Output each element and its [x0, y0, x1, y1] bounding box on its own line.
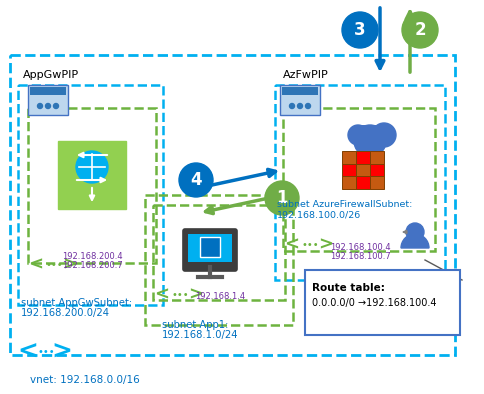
- Bar: [30, 87, 66, 95]
- Circle shape: [348, 125, 368, 145]
- Text: Route table:: Route table:: [312, 283, 385, 293]
- Text: 192.168.200.7: 192.168.200.7: [61, 261, 122, 270]
- Circle shape: [179, 163, 213, 197]
- Text: 2: 2: [414, 21, 426, 39]
- Bar: [356, 151, 370, 164]
- Circle shape: [37, 104, 43, 108]
- Bar: [370, 177, 384, 189]
- Bar: [10, 55, 455, 355]
- Circle shape: [298, 104, 302, 108]
- Text: •••: •••: [45, 260, 63, 270]
- Text: 192.168.100.4: 192.168.100.4: [330, 243, 390, 252]
- Text: 192.168.200.0/24: 192.168.200.0/24: [21, 308, 110, 318]
- Circle shape: [406, 223, 424, 241]
- Bar: [188, 234, 232, 262]
- Circle shape: [305, 104, 311, 108]
- Circle shape: [342, 12, 378, 48]
- Text: vnet: 192.168.0.0/16: vnet: 192.168.0.0/16: [30, 375, 140, 385]
- Bar: [342, 177, 356, 189]
- Circle shape: [265, 181, 299, 215]
- Text: <: <: [29, 256, 44, 274]
- FancyBboxPatch shape: [280, 85, 320, 115]
- Text: subnet App1:: subnet App1:: [162, 320, 228, 330]
- FancyBboxPatch shape: [183, 229, 237, 271]
- Bar: [356, 125, 390, 139]
- Text: 192.168.100.7: 192.168.100.7: [330, 252, 391, 261]
- Text: >: >: [62, 256, 77, 274]
- Circle shape: [76, 151, 108, 183]
- Text: •••: •••: [37, 347, 55, 357]
- Text: 192.168.200.4: 192.168.200.4: [61, 252, 122, 261]
- Bar: [153, 205, 285, 300]
- Bar: [356, 177, 370, 189]
- Bar: [305, 270, 460, 335]
- Circle shape: [372, 123, 396, 147]
- Text: >: >: [52, 340, 73, 364]
- FancyBboxPatch shape: [28, 85, 68, 115]
- Text: 192.168.100.0/26: 192.168.100.0/26: [277, 210, 361, 219]
- Text: AzFwPIP: AzFwPIP: [283, 70, 329, 80]
- Text: >: >: [188, 286, 203, 304]
- Bar: [370, 164, 384, 177]
- Text: •••: •••: [301, 240, 319, 250]
- Bar: [342, 151, 356, 164]
- Text: •••: •••: [171, 290, 189, 300]
- FancyBboxPatch shape: [200, 237, 220, 257]
- Bar: [275, 85, 445, 280]
- Bar: [282, 87, 318, 95]
- Text: <: <: [285, 236, 300, 254]
- Circle shape: [402, 12, 438, 48]
- Text: 1: 1: [276, 189, 288, 207]
- Text: >: >: [318, 236, 333, 254]
- Text: 3: 3: [354, 21, 366, 39]
- Text: 192.168.1.0/24: 192.168.1.0/24: [162, 330, 239, 340]
- Text: subnet AppGwSubnet:: subnet AppGwSubnet:: [21, 298, 132, 308]
- Bar: [342, 164, 356, 177]
- Text: <: <: [154, 286, 169, 304]
- Bar: [28, 108, 156, 263]
- Bar: [145, 195, 293, 325]
- Text: 192.168.1.4: 192.168.1.4: [195, 292, 245, 301]
- Text: subnet AzureFirewallSubnet:: subnet AzureFirewallSubnet:: [277, 200, 412, 209]
- Circle shape: [289, 104, 294, 108]
- Text: 0.0.0.0/0 →192.168.100.4: 0.0.0.0/0 →192.168.100.4: [312, 298, 437, 308]
- Text: AppGwPIP: AppGwPIP: [23, 70, 79, 80]
- Circle shape: [354, 125, 386, 157]
- Text: 4: 4: [190, 171, 202, 189]
- Wedge shape: [401, 234, 429, 248]
- Bar: [18, 85, 163, 305]
- Bar: [356, 164, 370, 177]
- Text: <: <: [17, 340, 38, 364]
- Circle shape: [54, 104, 59, 108]
- Bar: [370, 151, 384, 164]
- Bar: [283, 108, 435, 251]
- Circle shape: [45, 104, 50, 108]
